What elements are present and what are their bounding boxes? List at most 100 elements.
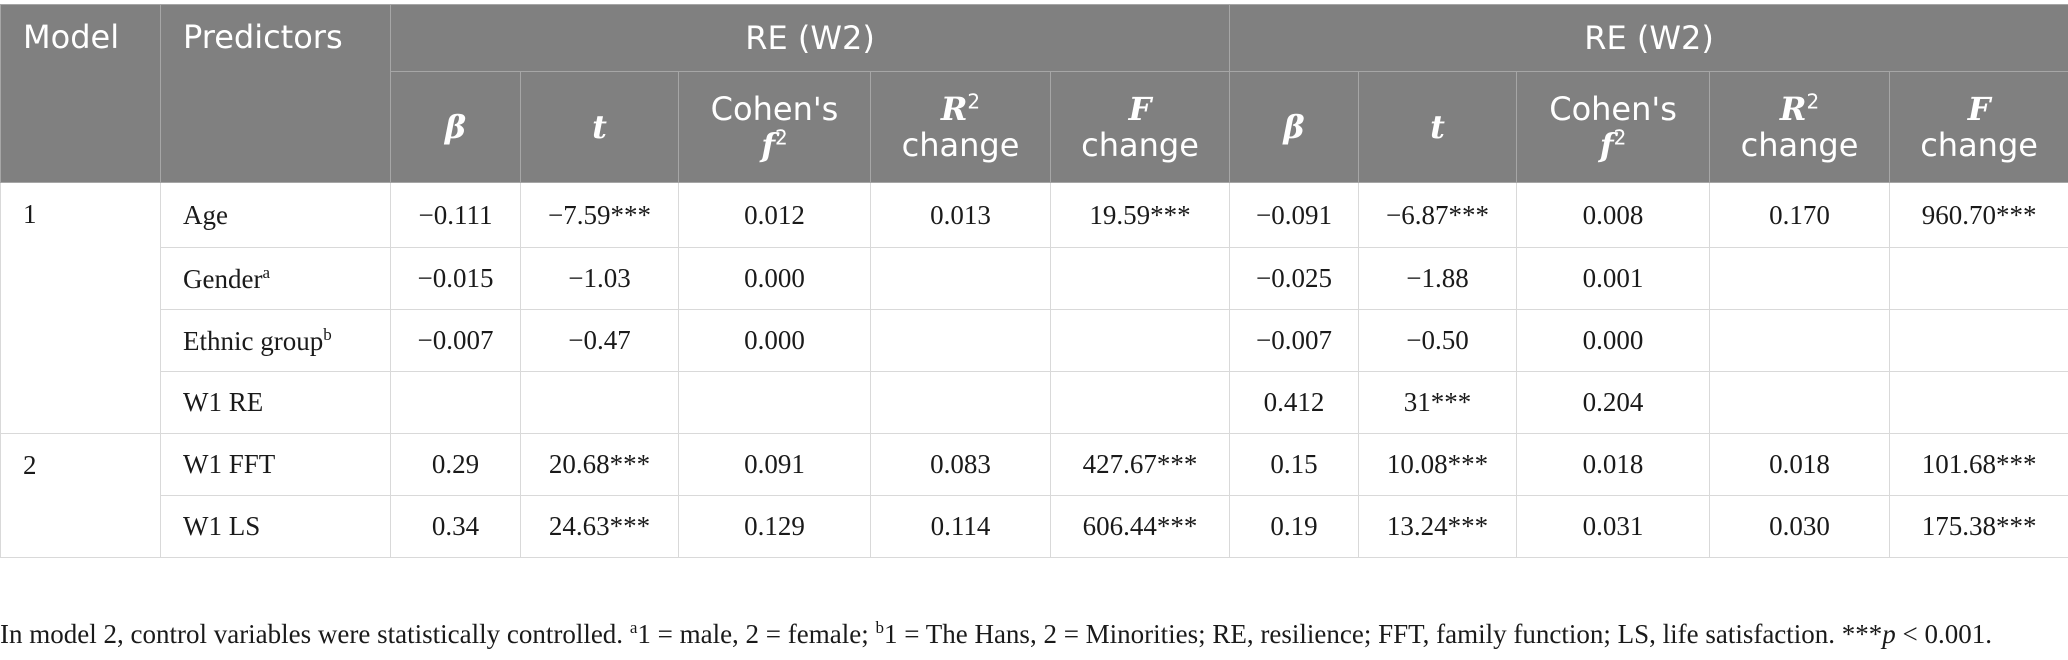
predictor-cell: Age xyxy=(160,182,391,248)
value-cell: −1.03 xyxy=(520,247,679,310)
value-cell: −0.091 xyxy=(1229,182,1360,248)
value-cell: 175.38*** xyxy=(1889,495,2068,558)
value-cell: 0.008 xyxy=(1516,182,1711,248)
value-cell: 0.031 xyxy=(1516,495,1711,558)
value-cell xyxy=(390,371,521,434)
value-cell: 0.012 xyxy=(678,182,871,248)
cohens-label: Cohen's xyxy=(1549,90,1677,128)
value-cell: 24.63*** xyxy=(520,495,679,558)
value-cell xyxy=(1049,371,1231,434)
table-row: 1 Age −0.111 −7.59*** 0.012 0.013 19.59*… xyxy=(0,182,2068,434)
value-cell xyxy=(520,371,679,434)
cohens-f-letter: f xyxy=(761,126,776,164)
header-t: t xyxy=(520,71,679,183)
footnote-marker: a xyxy=(629,618,638,637)
value-cell xyxy=(870,247,1051,310)
value-cell: 0.001 xyxy=(1516,247,1711,310)
header-beta: β xyxy=(390,71,521,183)
value-cell xyxy=(870,371,1051,434)
header-t: t xyxy=(1358,71,1518,183)
value-cell: 0.091 xyxy=(678,433,871,496)
header-group-1: RE (W2) xyxy=(389,4,1231,72)
value-cell: 0.19 xyxy=(1229,495,1360,558)
note-text: 1 = male, 2 = female; xyxy=(637,619,876,649)
cohens-label: Cohen's xyxy=(710,90,839,128)
value-cell: 10.08*** xyxy=(1358,433,1518,496)
value-cell: 0.013 xyxy=(870,182,1051,248)
header-r2-change: R2 change xyxy=(1709,71,1891,183)
predictor-cell: W1 FFT xyxy=(160,433,391,496)
value-cell xyxy=(1889,309,2068,372)
table-row: W1 LS 0.34 24.63*** 0.129 0.114 606.44**… xyxy=(1,495,2068,558)
r-letter: R xyxy=(1779,90,1807,128)
value-cell xyxy=(1889,247,2068,310)
predictor-cell: Gendera xyxy=(160,247,391,310)
header-predictors: Predictors xyxy=(160,4,391,183)
table-row: 2 W1 FFT 0.29 20.68*** 0.091 0.083 427.6… xyxy=(0,433,2068,558)
value-cell xyxy=(1049,309,1231,372)
header-row-groups: Model Predictors RE (W2) RE (W2) xyxy=(0,4,2068,183)
value-cell: 0.000 xyxy=(678,247,871,310)
p-symbol: p xyxy=(1882,619,1896,649)
value-cell: 427.67*** xyxy=(1049,433,1231,496)
cohens-f-letter: f xyxy=(1599,126,1614,164)
value-cell: 0.030 xyxy=(1709,495,1891,558)
value-cell: 0.412 xyxy=(1229,371,1360,434)
change-label: change xyxy=(1740,126,1859,164)
value-cell: 0.018 xyxy=(1709,433,1891,496)
value-cell: 101.68*** xyxy=(1889,433,2068,496)
value-cell: −0.015 xyxy=(390,247,521,310)
change-label: change xyxy=(1920,126,2038,164)
value-cell: 13.24*** xyxy=(1358,495,1518,558)
table-row: Gendera −0.015 −1.03 0.000 −0.025 −1.88 … xyxy=(1,247,2068,310)
note-text: In model 2, control variables were stati… xyxy=(0,619,630,649)
value-cell: 0.000 xyxy=(678,309,871,372)
value-cell: −0.007 xyxy=(1229,309,1360,372)
r-superscript: 2 xyxy=(1806,89,1820,114)
f-letter: F xyxy=(1128,90,1152,128)
f-letter: F xyxy=(1967,90,1991,128)
predictor-label: W1 RE xyxy=(183,387,264,417)
table-footnote: In model 2, control variables were stati… xyxy=(0,618,2068,650)
model-cell: 1 xyxy=(0,182,161,434)
predictor-label: W1 LS xyxy=(183,511,261,541)
value-cell: 606.44*** xyxy=(1049,495,1231,558)
results-table: Model Predictors RE (W2) RE (W2) β t Coh… xyxy=(0,4,2068,558)
value-cell: −7.59*** xyxy=(520,182,679,248)
header-cohens-f2: Cohen's f2 xyxy=(678,71,871,183)
value-cell: 0.34 xyxy=(390,495,521,558)
predictor-cell: Ethnic groupb xyxy=(160,309,391,372)
value-cell: −0.025 xyxy=(1229,247,1360,310)
value-cell xyxy=(1709,309,1891,372)
note-text: 1 = The Hans, 2 = Minorities; RE, resili… xyxy=(883,619,1883,649)
value-cell xyxy=(678,371,871,434)
change-label: change xyxy=(901,126,1020,164)
predictor-label: Age xyxy=(183,199,228,230)
value-cell: −0.47 xyxy=(520,309,679,372)
value-cell: 0.000 xyxy=(1516,309,1711,372)
value-cell xyxy=(1709,247,1891,310)
predictor-cell: W1 LS xyxy=(160,495,391,558)
value-cell: 0.114 xyxy=(870,495,1051,558)
value-cell: 0.15 xyxy=(1229,433,1360,496)
value-cell: −0.007 xyxy=(390,309,521,372)
value-cell: 31*** xyxy=(1358,371,1518,434)
predictor-label: Gender xyxy=(183,263,263,294)
value-cell: 0.129 xyxy=(678,495,871,558)
header-group-2: RE (W2) xyxy=(1229,4,2068,72)
r-letter: R xyxy=(940,90,968,128)
header-r2-change: R2 change xyxy=(870,71,1051,183)
table-row: Ethnic groupb −0.007 −0.47 0.000 −0.007 … xyxy=(1,309,2068,372)
header-cohens-f2: Cohen's f2 xyxy=(1516,71,1711,183)
change-label: change xyxy=(1081,126,1199,164)
predictor-cell: W1 RE xyxy=(160,371,391,434)
value-cell: 0.29 xyxy=(390,433,521,496)
cohens-superscript: 2 xyxy=(775,125,788,150)
value-cell: 960.70*** xyxy=(1889,182,2068,248)
value-cell xyxy=(1049,247,1231,310)
value-cell xyxy=(1709,371,1891,434)
footnote-marker: b xyxy=(875,618,884,637)
predictor-label: W1 FFT xyxy=(183,449,276,479)
value-cell xyxy=(1889,371,2068,434)
note-text: < 0.001. xyxy=(1895,619,1993,649)
